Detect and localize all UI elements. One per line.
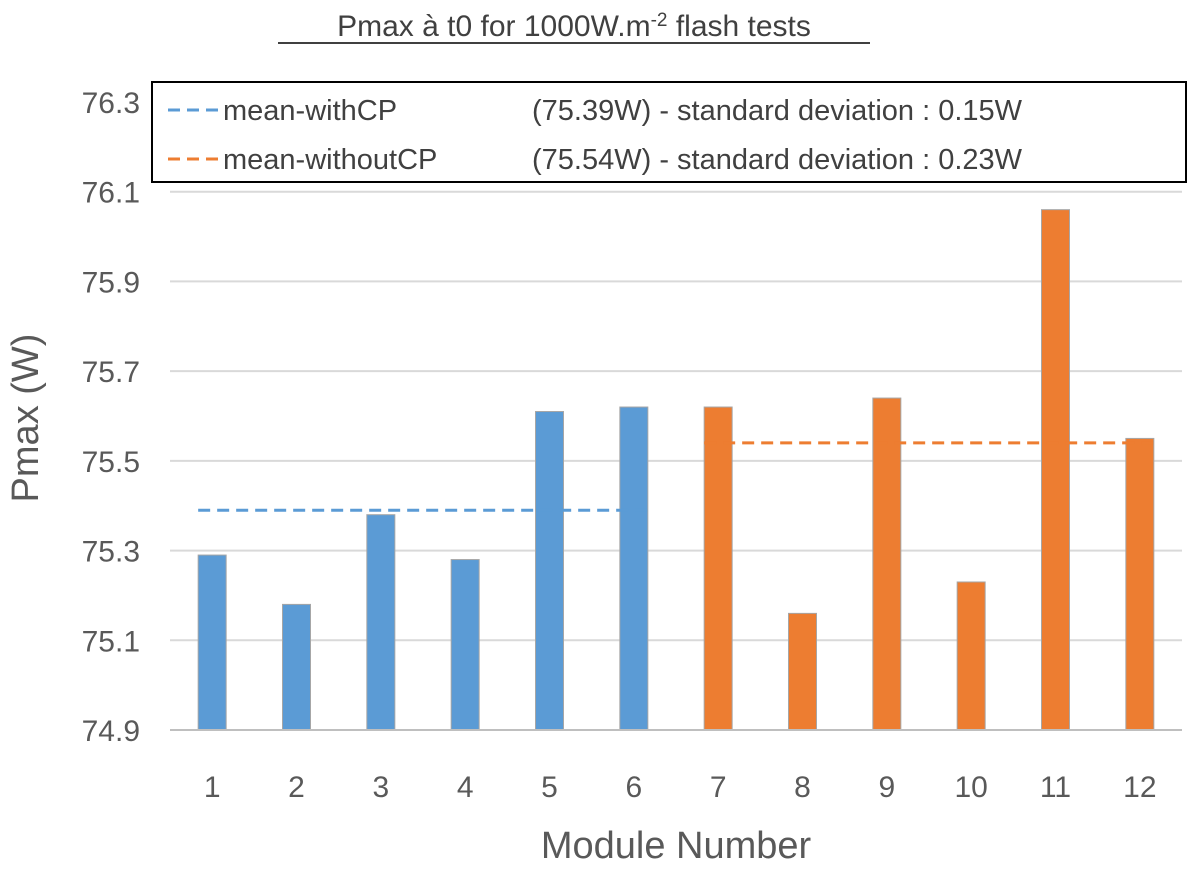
bar-module-2 <box>282 603 311 731</box>
chart-title: Pmax à t0 for 1000W.m-2 flash tests <box>337 10 811 44</box>
legend-box <box>151 81 1187 183</box>
legend: mean-withCP (75.39W) - standard deviation… <box>151 81 1187 183</box>
x-tick-label: 2 <box>288 771 305 804</box>
x-axis-title: Module Number <box>541 825 812 867</box>
bar-module-4 <box>450 559 480 731</box>
x-tick-label: 5 <box>541 771 558 804</box>
legend-label: mean-withoutCP <box>223 144 437 176</box>
gridlines <box>170 101 1182 642</box>
x-tick-label: 6 <box>625 771 642 804</box>
y-tick-label: 75.1 <box>82 625 140 658</box>
x-tick-label: 8 <box>794 771 811 804</box>
mean-lines <box>198 441 1154 512</box>
bar-module-8 <box>788 612 817 731</box>
x-tick-label: 11 <box>1040 771 1071 804</box>
y-tick-label: 75.5 <box>82 446 140 479</box>
legend-label: mean-withCP <box>223 95 397 127</box>
x-tick-label: 3 <box>372 771 389 804</box>
x-tick-label: 4 <box>457 771 474 804</box>
bars <box>197 209 1155 731</box>
y-tick-label: 75.9 <box>82 266 140 299</box>
bar-module-7 <box>703 406 733 731</box>
y-tick-label: 75.3 <box>82 536 140 569</box>
legend-detail: (75.39W) - standard deviation : 0.15W <box>532 95 1023 127</box>
bar-module-5 <box>535 411 564 731</box>
bar-module-9 <box>872 397 902 731</box>
legend-detail: (75.54W) - standard deviation : 0.23W <box>532 144 1023 176</box>
x-tick-label: 1 <box>204 771 221 804</box>
y-axis-tick-labels: 74.9 75.1 75.3 75.5 75.7 75.9 76.1 76.3 <box>82 87 140 748</box>
y-tick-label: 76.1 <box>82 177 140 210</box>
y-axis-title: Pmax (W) <box>5 334 47 503</box>
bar-module-6 <box>619 406 649 731</box>
y-tick-label: 76.3 <box>82 87 140 120</box>
bar-module-3 <box>366 514 396 731</box>
x-axis-tick-labels: 1 2 3 4 5 6 7 8 9 10 11 12 <box>204 771 1157 804</box>
bar-module-1 <box>197 554 227 731</box>
y-tick-label: 74.9 <box>82 715 140 748</box>
x-tick-label: 10 <box>954 771 987 804</box>
x-tick-label: 12 <box>1123 771 1156 804</box>
bar-module-11 <box>1041 209 1070 731</box>
y-tick-label: 75.7 <box>82 356 140 389</box>
bar-module-12 <box>1125 437 1155 731</box>
bar-module-10 <box>956 581 986 731</box>
x-tick-label: 7 <box>710 771 727 804</box>
x-tick-label: 9 <box>878 771 895 804</box>
